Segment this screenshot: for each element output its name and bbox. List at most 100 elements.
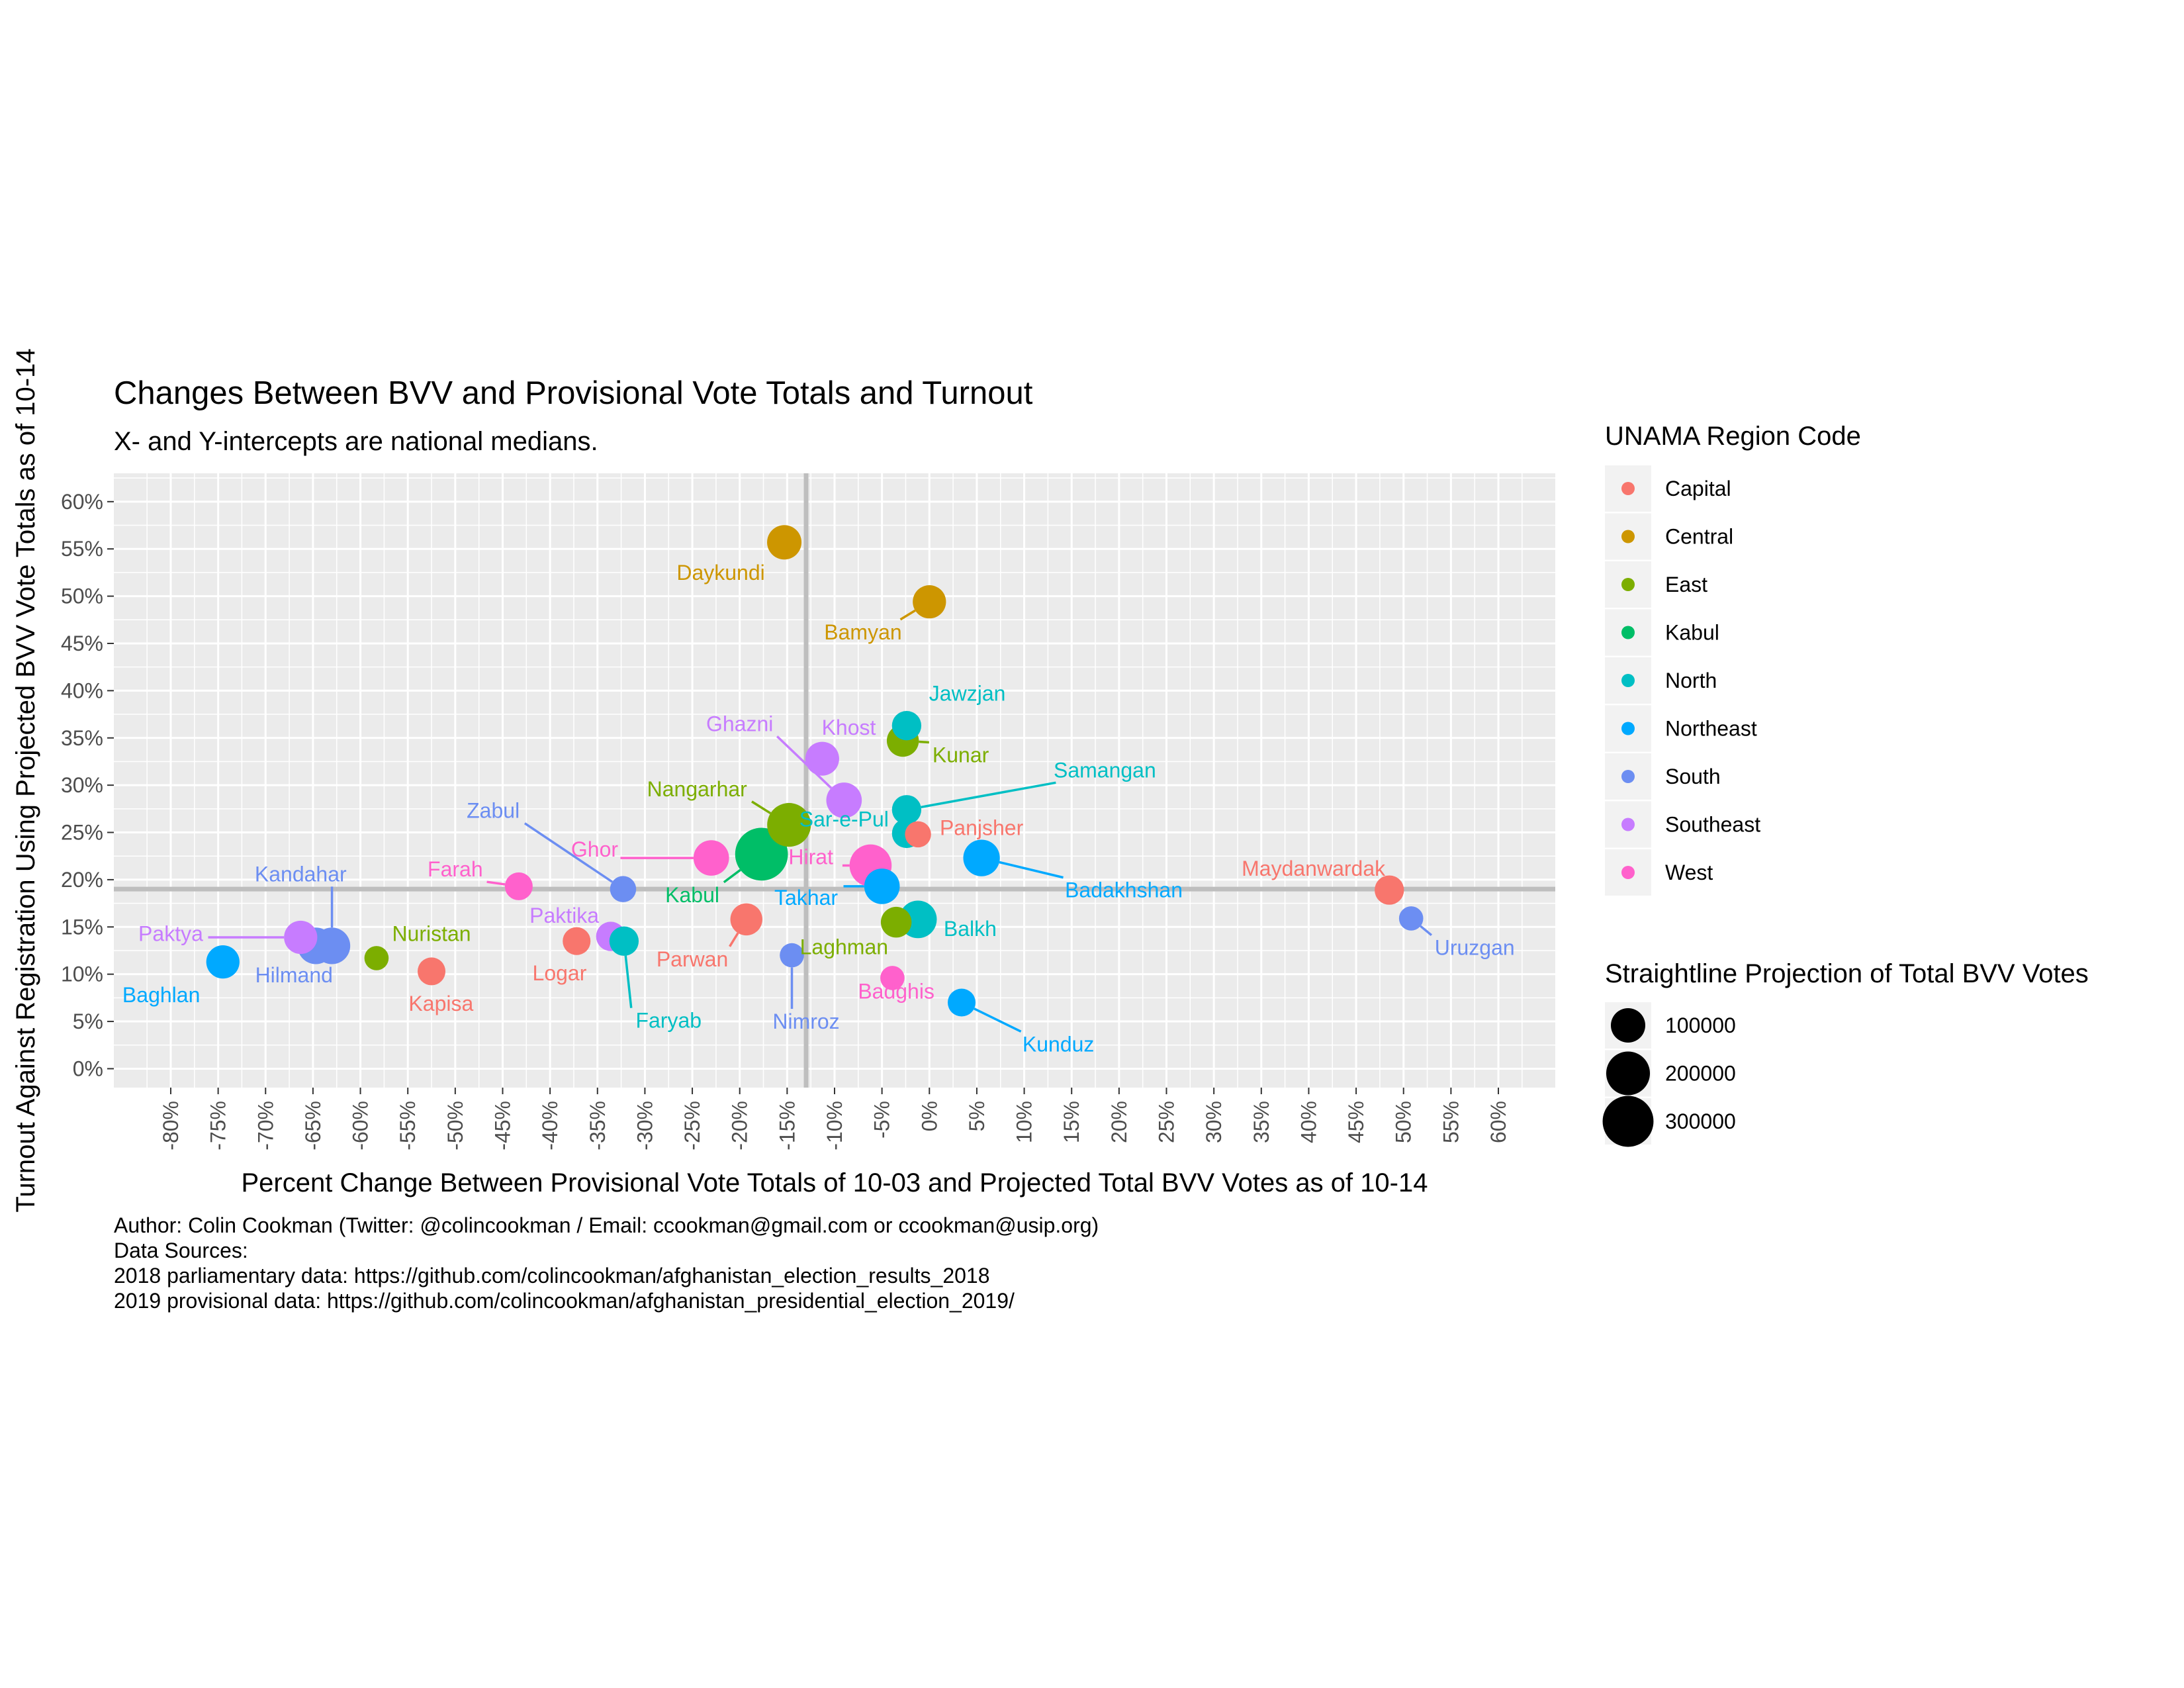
x-tick-label: -30%: [633, 1101, 657, 1150]
label-logar: Logar: [533, 961, 587, 985]
x-tick-label: -65%: [301, 1101, 325, 1150]
point-panjsher: [905, 821, 931, 848]
y-tick-label: 35%: [61, 726, 103, 750]
x-tick-label: -20%: [728, 1101, 752, 1150]
leader-farah: [486, 880, 506, 886]
legend-size-label: 300000: [1665, 1109, 1736, 1133]
leader-badakhshan: [999, 861, 1064, 879]
label-farah: Farah: [428, 857, 483, 881]
label-uruzgan: Uruzgan: [1435, 936, 1515, 960]
leader-parwan: [729, 932, 739, 947]
label-paktika: Paktika: [529, 904, 599, 927]
legend-size-key: [1606, 1051, 1651, 1096]
leader-nangarhar: [751, 800, 772, 815]
x-tick-label: -70%: [253, 1101, 277, 1150]
label-hirat: Hirat: [788, 845, 833, 869]
leader-ghazni: [776, 735, 833, 789]
legend-label-capital: Capital: [1665, 477, 1731, 500]
point-logar: [563, 927, 591, 955]
y-tick-label: 0%: [73, 1056, 103, 1080]
point-uruzgan: [1398, 906, 1424, 931]
label-hilmand: Hilmand: [255, 963, 333, 987]
point-zabul: [610, 876, 637, 902]
label-paktya: Paktya: [138, 921, 203, 945]
leader-faryab: [624, 955, 633, 1008]
x-tick-label: -15%: [775, 1101, 799, 1150]
label-badghis: Badghis: [858, 979, 934, 1003]
label-jawzjan: Jawzjan: [929, 682, 1006, 706]
caption-author: Author: Colin Cookman (Twitter: @colinco…: [114, 1213, 1099, 1237]
caption-source-2: 2019 provisional data: https://github.co…: [114, 1289, 1015, 1313]
point-samangan: [891, 795, 922, 825]
label-samangan: Samangan: [1054, 758, 1156, 782]
label-kunduz: Kunduz: [1023, 1032, 1095, 1056]
x-tick-label: 15%: [1060, 1101, 1083, 1143]
point-paktya: [284, 920, 318, 955]
point-nimroz: [780, 943, 804, 968]
legend-color-title: UNAMA Region Code: [1605, 422, 1861, 451]
legend-key-south: [1621, 770, 1635, 783]
x-tick-label: 40%: [1297, 1101, 1320, 1143]
point-labels: Kabul Nangarhar Hirat Balkh Badakhshan Kandah…: [122, 561, 1515, 1056]
point-nangarhar: [767, 803, 811, 847]
x-tick-label: -40%: [538, 1101, 562, 1150]
y-tick-label: 60%: [61, 490, 103, 514]
legend-label-west: West: [1665, 861, 1713, 884]
point-badghis: [880, 966, 905, 990]
leader-kunduz: [974, 1008, 1022, 1033]
legend-size-key: [1611, 1008, 1645, 1043]
label-ghazni: Ghazni: [706, 712, 773, 735]
label-maydanwardak: Maydanwardak: [1242, 857, 1386, 880]
y-tick-label: 5%: [73, 1009, 103, 1033]
label-zabul: Zabul: [467, 799, 520, 823]
y-tick-label: 20%: [61, 868, 103, 892]
legend-key-central: [1621, 530, 1635, 543]
point-jawzjan: [891, 711, 922, 741]
label-khost: Khost: [822, 716, 876, 739]
legend-key-northeast: [1621, 722, 1635, 735]
x-tick-label: -10%: [823, 1101, 846, 1150]
x-tick-label: -35%: [586, 1101, 610, 1150]
label-kapisa: Kapisa: [408, 992, 473, 1015]
point-farah: [504, 872, 533, 900]
point-badakhshan: [963, 839, 1000, 876]
label-ghor: Ghor: [571, 837, 618, 861]
label-sar-e-pul: Sar-e-Pul: [799, 808, 889, 831]
legend-size: 100000 200000 300000: [1602, 1002, 1736, 1147]
label-panjsher: Panjsher: [940, 816, 1024, 839]
caption-source-1: 2018 parliamentary data: https://github.…: [114, 1264, 990, 1288]
legend-label-north: North: [1665, 669, 1717, 692]
point-maydanwardak: [1375, 875, 1404, 905]
x-axis: -80% -75% -70% -65% -60% -55% -50% -45% -40% -35%…: [159, 1088, 1510, 1150]
label-leaders: [208, 609, 1433, 1033]
x-tick-label: -25%: [680, 1101, 704, 1150]
label-takhar: Takhar: [774, 886, 838, 910]
legend-color: Capital Central East Kabul North Northeast Sou…: [1605, 465, 1760, 896]
chart-subtitle: X- and Y-intercepts are national medians…: [114, 427, 598, 456]
legend-key-west: [1621, 866, 1635, 879]
data-points: [206, 525, 1424, 1017]
x-tick-label: 10%: [1013, 1101, 1036, 1143]
legend-key-north: [1621, 674, 1635, 687]
caption-sources-title: Data Sources:: [114, 1239, 248, 1262]
label-daykundi: Daykundi: [676, 561, 764, 585]
median-lines: [114, 473, 1555, 1088]
leader-kabul: [723, 868, 741, 884]
label-balkh: Balkh: [944, 917, 997, 941]
legend-key-southeast: [1621, 818, 1635, 831]
point-laghman: [880, 906, 912, 938]
point-ghor: [693, 840, 729, 876]
x-tick-label: -5%: [870, 1101, 894, 1139]
point-parwan: [730, 903, 762, 936]
y-tick-label: 50%: [61, 585, 103, 608]
grid-lines: [114, 473, 1555, 1088]
label-nimroz: Nimroz: [772, 1009, 839, 1033]
legend-label-northeast: Northeast: [1665, 717, 1757, 741]
x-tick-label: -60%: [349, 1101, 373, 1150]
label-bamyan: Bamyan: [824, 620, 901, 644]
y-tick-label: 30%: [61, 773, 103, 797]
x-tick-label: -50%: [443, 1101, 467, 1150]
point-kunduz: [947, 988, 976, 1017]
leader-samangan: [921, 781, 1056, 809]
